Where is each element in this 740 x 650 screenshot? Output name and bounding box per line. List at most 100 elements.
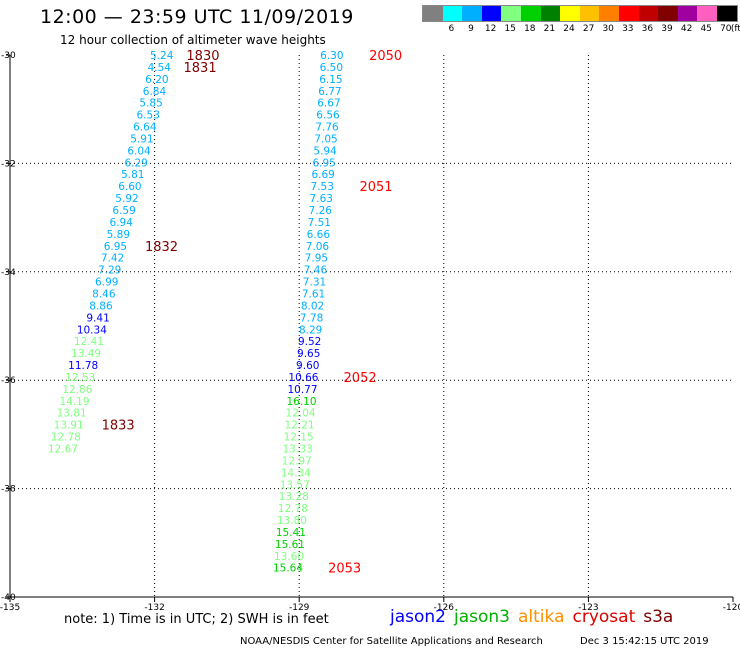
swh-value: 8.86 <box>89 300 113 312</box>
swh-value: 7.26 <box>309 205 333 217</box>
swh-value: 16.10 <box>286 396 316 408</box>
swh-value: 6.59 <box>112 205 135 217</box>
lon-tick-label: -132 <box>144 603 164 613</box>
legend-labels: 6 9 12 15 18 21 24 27 30 33 36 39 42 45 70(ft) <box>422 22 740 36</box>
legend-swatch <box>579 6 600 21</box>
swh-value: 9.60 <box>296 360 319 372</box>
lat-tick-label: -40 <box>1 593 16 603</box>
satellite-altika: altika <box>518 607 565 627</box>
swh-value: 12.04 <box>286 408 316 420</box>
legend-unit: (ft) <box>730 24 740 34</box>
swh-value: 6.95 <box>312 157 335 169</box>
legend-swatch <box>501 6 521 21</box>
swh-value: 14.19 <box>59 396 89 408</box>
swh-value: 7.06 <box>306 241 330 253</box>
track-time-label: 2051 <box>359 180 392 195</box>
swh-value: 8.29 <box>299 324 322 336</box>
legend-swatches <box>422 5 738 22</box>
swh-value: 13.28 <box>279 491 309 503</box>
legend-label: 30 <box>602 24 614 34</box>
swh-value: 5.92 <box>115 193 138 205</box>
legend-swatch <box>599 6 619 21</box>
swh-value: 5.24 <box>150 50 174 62</box>
swh-value: 6.84 <box>143 86 167 98</box>
swh-value: 10.66 <box>288 372 318 384</box>
swh-value: 12.78 <box>278 503 308 515</box>
swh-value: 6.94 <box>110 217 134 229</box>
swh-value: 8.02 <box>301 300 324 312</box>
swh-value: 7.05 <box>314 133 337 145</box>
swh-value: 15.41 <box>276 527 306 539</box>
page-title: 12:00 — 23:59 UTC 11/09/2019 <box>40 6 354 28</box>
swh-value: 10.34 <box>77 324 107 336</box>
swh-value: 7.51 <box>308 217 331 229</box>
swh-value: 6.60 <box>118 181 141 193</box>
legend-label: 12 <box>484 24 497 34</box>
lon-tick-label: -129 <box>289 603 310 613</box>
lat-tick-label: -30 <box>1 51 16 61</box>
swh-value: 6.99 <box>95 277 118 289</box>
legend-swatch <box>618 6 639 21</box>
swh-value: 7.76 <box>315 122 339 134</box>
color-legend: 6 9 12 15 18 21 24 27 30 33 36 39 42 45 70(ft) <box>422 5 740 36</box>
legend-swatch <box>638 6 659 21</box>
swh-value: 9.65 <box>297 348 320 360</box>
swh-value: 12.97 <box>282 455 312 467</box>
swh-value: 6.15 <box>319 74 342 86</box>
legend-swatch <box>442 6 463 21</box>
track-time-label: 2052 <box>344 371 377 386</box>
lat-tick-label: -38 <box>1 485 16 495</box>
lon-tick-label: -123 <box>578 603 598 613</box>
footer-timestamp: Dec 3 15:42:15 UTC 2019 <box>580 636 709 647</box>
legend-label: 36 <box>641 24 654 34</box>
swh-value: 7.53 <box>311 181 334 193</box>
swh-value: 13.33 <box>283 443 313 455</box>
page-subtitle: 12 hour collection of altimeter wave hei… <box>60 33 326 47</box>
swh-value: 7.95 <box>305 253 328 265</box>
legend-label: 18 <box>524 24 536 34</box>
swh-value: 6.67 <box>317 98 340 110</box>
lon-tick-label: -135 <box>0 603 20 613</box>
legend-label: 15 <box>504 24 516 34</box>
swh-value: 6.95 <box>104 241 127 253</box>
swh-value: 13.60 <box>274 551 304 563</box>
swh-value: 13.91 <box>54 420 84 432</box>
swh-value: 12.86 <box>62 384 92 396</box>
swh-value: 9.41 <box>86 312 109 324</box>
swh-value: 6.53 <box>137 110 160 122</box>
swh-value: 6.69 <box>311 169 334 181</box>
swh-value: 5.94 <box>313 145 337 157</box>
legend-swatch <box>540 6 561 21</box>
track-time-label: 2050 <box>369 49 402 64</box>
footer-note: note: 1) Time is in UTC; 2) SWH is in fe… <box>64 612 329 627</box>
legend-swatch <box>697 6 717 21</box>
lon-tick-label: -126 <box>434 603 455 613</box>
footer-credit: NOAA/NESDIS Center for Satellite Applica… <box>240 636 543 647</box>
swh-value: 6.20 <box>145 74 168 86</box>
track-time-label: 1832 <box>145 240 178 255</box>
lat-tick-label: -34 <box>1 268 16 278</box>
legend-swatch <box>677 6 698 21</box>
swh-value: 5.89 <box>107 229 130 241</box>
swh-value: 14.34 <box>281 467 311 479</box>
swh-value: 12.41 <box>74 336 104 348</box>
swh-value: 6.30 <box>320 50 343 62</box>
track-time-label: 2053 <box>328 562 361 577</box>
swh-value: 7.63 <box>310 193 333 205</box>
swh-value: 7.31 <box>303 277 326 289</box>
satellite-jason3: jason3 <box>454 607 510 627</box>
swh-value: 13.80 <box>277 515 307 527</box>
legend-label: 24 <box>563 24 575 34</box>
swh-value: 9.52 <box>298 336 321 348</box>
swh-value: 7.61 <box>302 288 325 300</box>
swh-value: 6.77 <box>318 86 341 98</box>
track-time-label: 1833 <box>102 419 135 434</box>
swh-value: 12.21 <box>285 420 315 432</box>
lat-tick-label: -32 <box>1 159 16 169</box>
swh-value: 15.64 <box>273 563 303 575</box>
legend-swatch <box>520 6 541 21</box>
swh-value: 11.78 <box>68 360 98 372</box>
legend-swatch <box>481 6 502 21</box>
